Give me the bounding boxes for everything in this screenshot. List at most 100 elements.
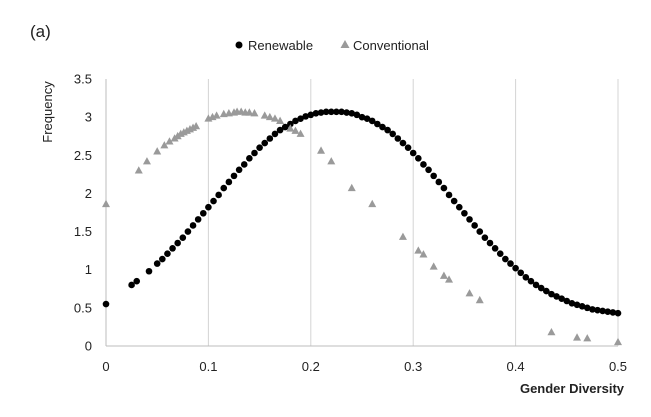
renewable-point [404,144,412,151]
renewable-point [225,178,233,186]
renewable-point [440,184,448,192]
renewable-point [384,126,391,134]
renewable-point [527,277,535,285]
x-tick-label: 0.4 [507,359,525,374]
x-tick-label: 0 [102,359,109,374]
series-renewable [102,108,622,317]
renewable-point [133,277,141,285]
conventional-point [573,333,582,341]
renewable-point [205,203,212,211]
renewable-point [220,184,228,192]
renewable-point [358,113,366,121]
renewable-point [307,111,315,119]
legend-marker-conventional [340,40,350,48]
renewable-point [374,120,381,128]
renewable-point [266,135,274,142]
renewable-point [281,123,289,131]
renewable-point [435,178,443,186]
renewable-point [466,216,473,223]
conventional-point [368,199,377,208]
renewable-point [599,307,606,315]
renewable-point [512,264,519,272]
panel-label: (a) [30,22,51,41]
renewable-point [502,255,509,263]
conventional-point [465,289,474,297]
renewable-point [507,260,514,267]
renewable-point [302,113,309,120]
renewable-point [164,250,171,257]
renewable-point [179,234,187,241]
conventional-point [445,275,454,283]
conventional-point [583,334,592,342]
renewable-point [425,166,432,174]
y-axis-label: Frequency [40,81,55,143]
conventional-point [398,232,407,240]
renewable-point [297,115,304,122]
conventional-point [419,250,428,258]
conventional-point [102,199,110,208]
conventional-point [192,121,201,130]
renewable-point [235,166,243,174]
renewable-point [102,300,110,308]
renewable-point [230,172,238,180]
renewable-point [568,299,576,307]
renewable-point [481,234,489,241]
renewable-point [491,245,499,252]
renewable-point [368,117,376,125]
renewable-point [159,255,166,263]
renewable-point [251,149,258,157]
conventional-point [547,327,556,336]
renewable-point [461,209,468,217]
renewable-point [604,308,612,315]
y-tick-label: 3 [85,110,92,125]
renewable-point [409,149,417,157]
gridlines [207,79,619,346]
y-tick-labels: 0 0.5 1 1.5 2 2.5 3 3.5 [74,72,92,354]
conventional-point [291,126,300,134]
conventional-point [142,157,151,165]
renewable-point [174,239,181,247]
renewable-point [415,155,422,162]
renewable-point [594,306,601,314]
renewable-point [548,290,555,298]
renewable-point [543,287,550,295]
y-tick-label: 2 [85,186,92,201]
renewable-point [246,155,253,162]
renewable-point [589,306,596,313]
renewable-point [471,222,478,229]
x-tick-label: 0.3 [404,359,422,374]
conventional-point [327,157,336,165]
renewable-point [287,120,294,128]
y-tick-label: 3.5 [74,72,92,87]
renewable-point [445,191,453,199]
renewable-point [563,297,571,305]
y-tick-label: 2.5 [74,148,92,163]
x-tick-label: 0.1 [199,359,217,374]
legend-marker-renewable [235,41,243,49]
renewable-point [256,144,263,151]
renewable-point [240,161,248,168]
renewable-point [312,110,320,117]
renewable-point [333,108,340,116]
y-tick-label: 0 [85,339,92,354]
renewable-point [517,269,525,277]
conventional-point [276,116,285,124]
renewable-point [609,309,617,316]
renewable-point [532,281,540,289]
y-tick-label: 1 [85,262,92,277]
conventional-point [165,137,174,145]
renewable-point [338,108,345,116]
renewable-point [578,303,586,310]
conventional-point [245,108,254,116]
legend-label-renewable: Renewable [248,38,313,53]
renewable-point [420,161,427,168]
renewable-point [215,191,222,199]
conventional-point [160,141,169,149]
x-tick-label: 0.5 [609,359,627,374]
conventional-point [134,166,143,174]
renewable-point [343,109,350,116]
renewable-point [353,111,361,119]
conventional-point [270,114,279,122]
renewable-point [194,216,202,223]
